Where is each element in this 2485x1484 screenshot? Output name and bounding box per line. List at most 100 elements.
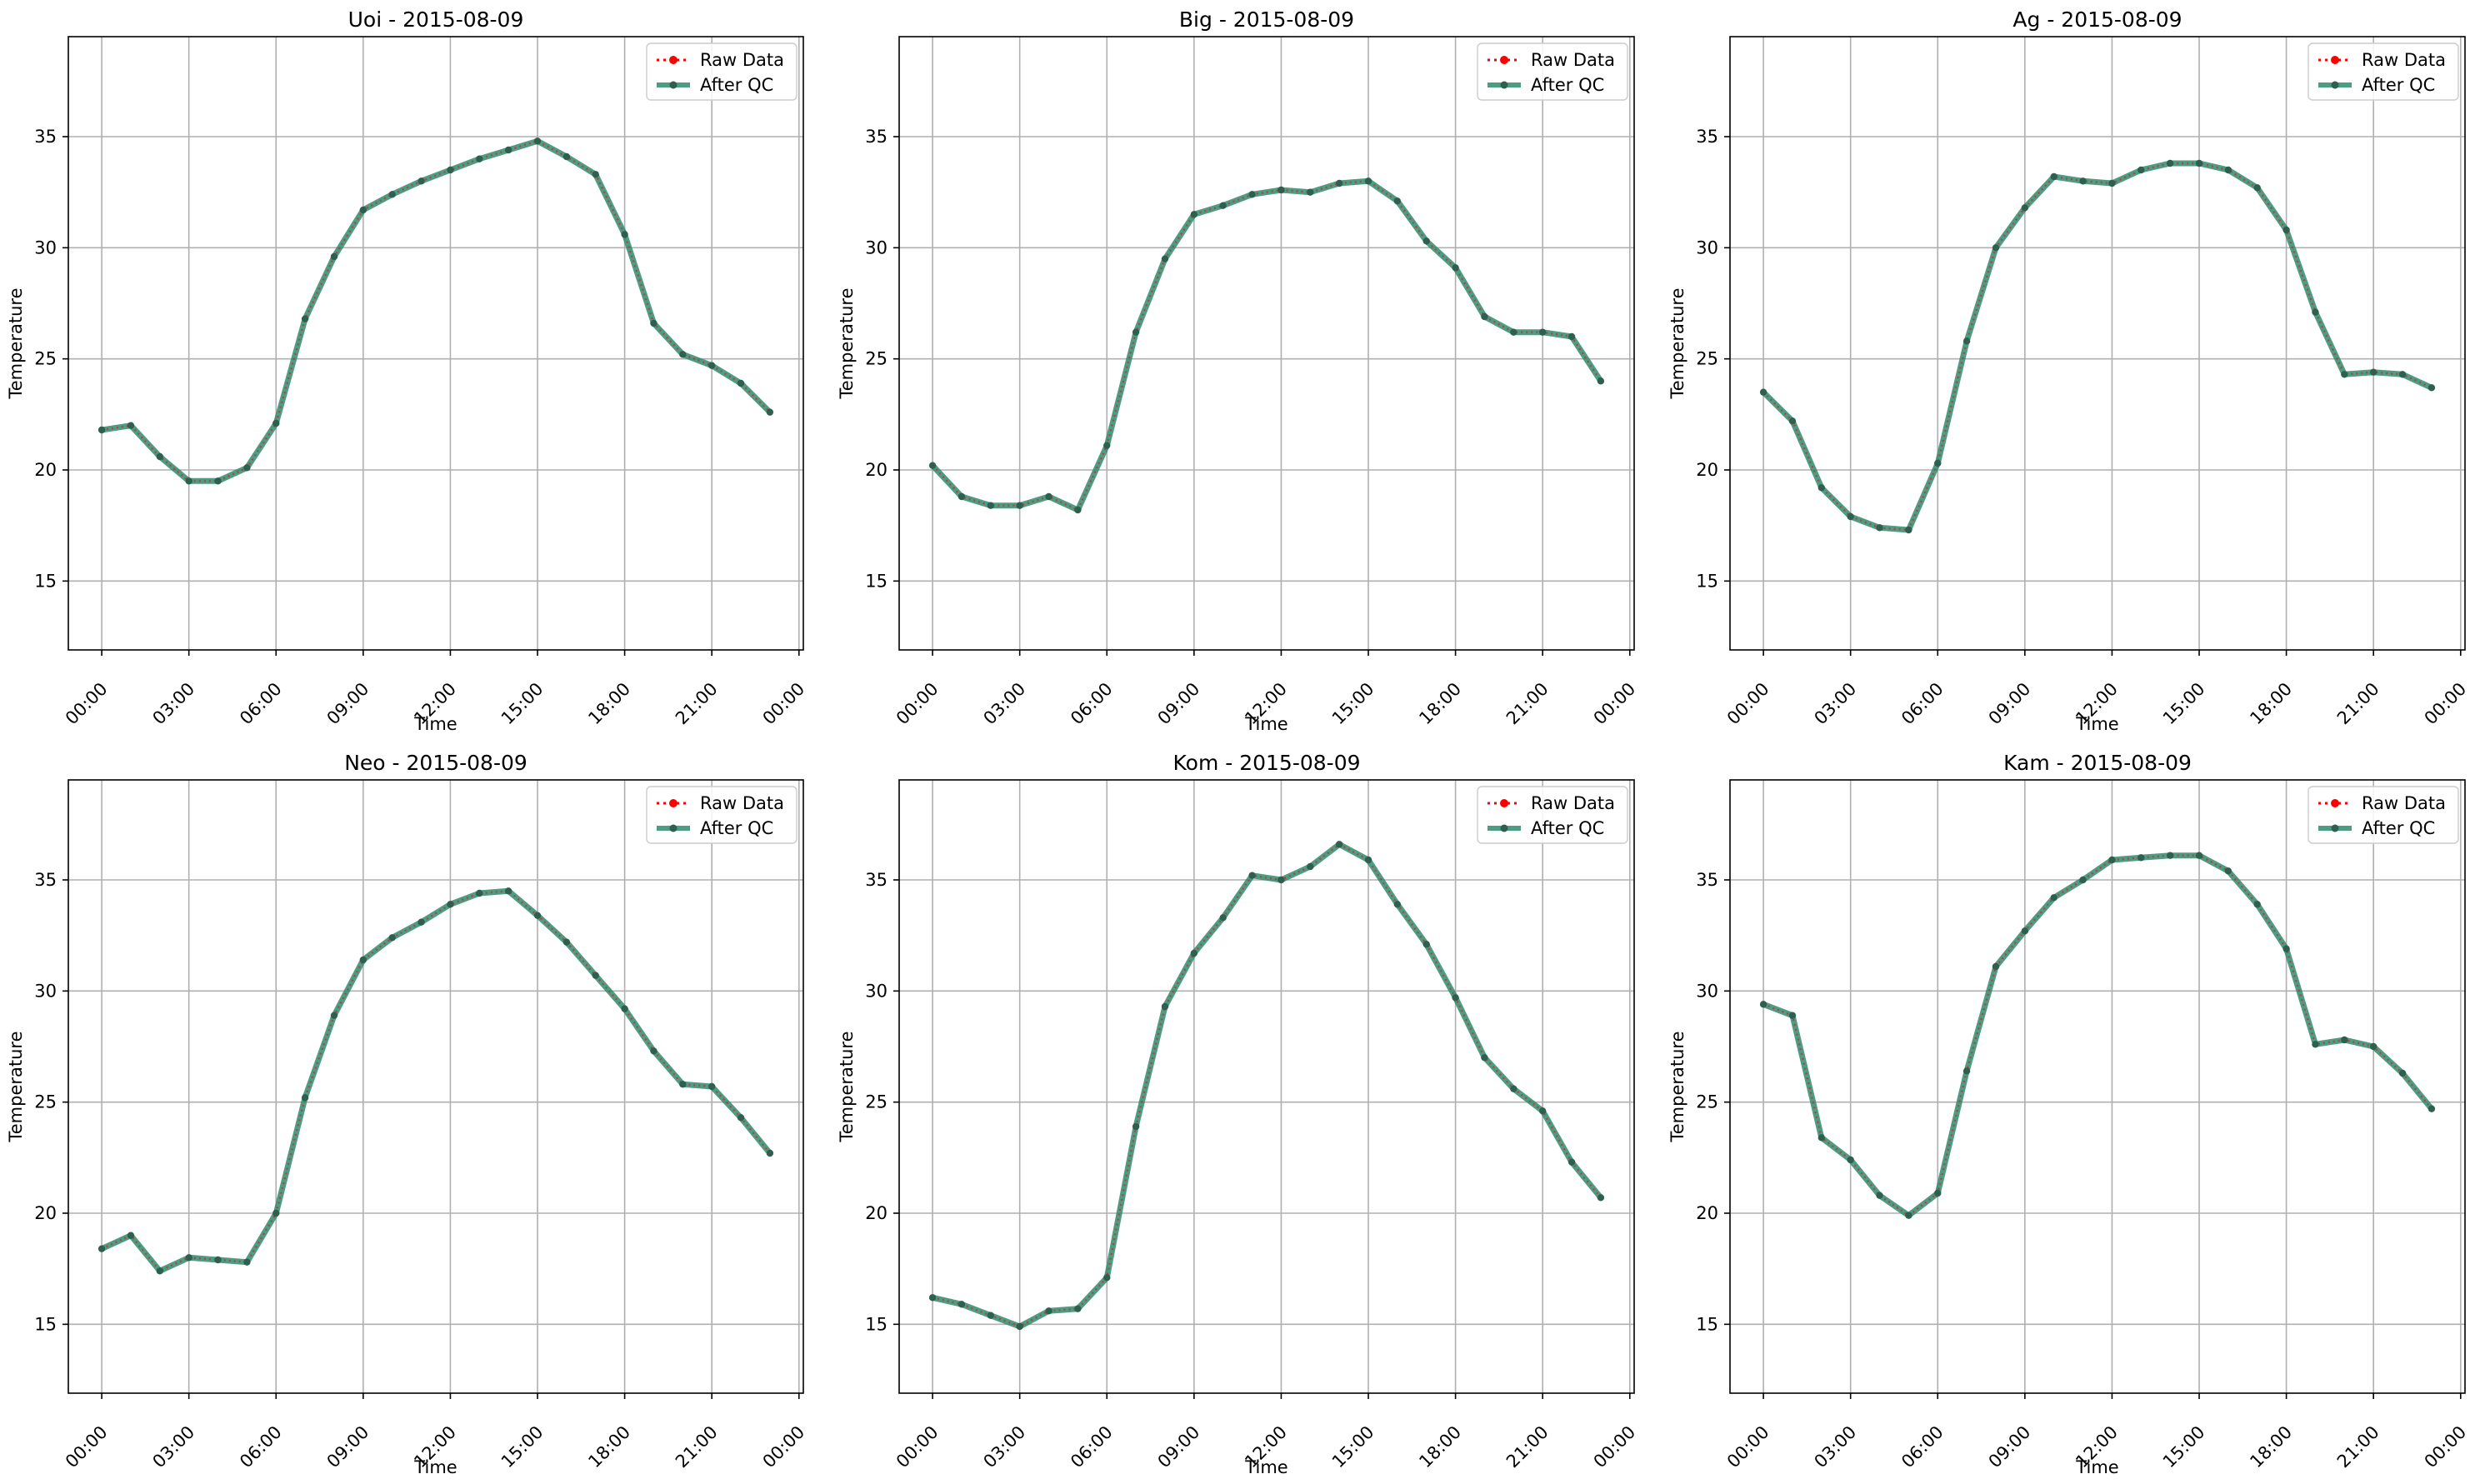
x-tick-label: 03:00 bbox=[1810, 679, 1860, 729]
data-point bbox=[1962, 337, 1971, 345]
data-point bbox=[2021, 927, 2029, 935]
series-line-raw-data bbox=[1762, 162, 2432, 532]
data-point bbox=[1161, 255, 1169, 262]
data-point bbox=[1132, 328, 1140, 336]
legend-marker-after-qc bbox=[669, 824, 678, 832]
x-tick-label: 21:00 bbox=[1502, 679, 1552, 729]
x-tick-label: 03:00 bbox=[148, 679, 198, 729]
legend: Raw Data After QC bbox=[2308, 42, 2459, 101]
y-tick-label: 20 bbox=[1696, 460, 1718, 480]
x-tick-label: 21:00 bbox=[1502, 1422, 1552, 1472]
data-point bbox=[2369, 368, 2378, 376]
data-point bbox=[2253, 184, 2261, 192]
data-point bbox=[928, 462, 937, 469]
y-axis-label: Temperature bbox=[6, 1031, 26, 1142]
legend-marker-raw-data bbox=[2331, 799, 2339, 807]
data-point bbox=[708, 362, 716, 369]
x-tick-label: 00:00 bbox=[62, 1422, 112, 1472]
data-point bbox=[2398, 1069, 2407, 1077]
y-axis-label: Temperature bbox=[6, 287, 26, 399]
legend: Raw Data After QC bbox=[1477, 42, 1628, 101]
data-point bbox=[1568, 332, 1576, 341]
data-point bbox=[1045, 1307, 1052, 1315]
data-point bbox=[1992, 962, 2000, 971]
data-point bbox=[2224, 867, 2232, 875]
x-axis-label: Time bbox=[1244, 1457, 1288, 1477]
data-point bbox=[987, 1312, 995, 1319]
legend-label-raw-data: Raw Data bbox=[700, 793, 784, 813]
data-point bbox=[214, 477, 222, 485]
data-point bbox=[359, 956, 368, 964]
data-point bbox=[476, 889, 483, 897]
x-tick-label: 06:00 bbox=[1898, 679, 1948, 729]
chart-title: Kom - 2015-08-09 bbox=[1173, 751, 1361, 775]
y-tick-label: 30 bbox=[1696, 237, 1718, 257]
x-tick-label: 18:00 bbox=[584, 679, 634, 729]
legend-marker-raw-data bbox=[1500, 56, 1508, 64]
data-point bbox=[1905, 526, 1912, 534]
axes-frame bbox=[1729, 36, 2466, 651]
data-point bbox=[156, 452, 164, 461]
data-point bbox=[1364, 856, 1372, 864]
data-point bbox=[2138, 166, 2145, 174]
x-tick-label: 00:00 bbox=[1723, 1422, 1773, 1472]
y-tick-label: 20 bbox=[865, 1203, 888, 1223]
data-point bbox=[1818, 484, 1826, 492]
y-tick-label: 35 bbox=[1696, 870, 1718, 890]
legend-marker-after-qc bbox=[1500, 824, 1508, 832]
data-point bbox=[1481, 1054, 1488, 1062]
y-tick-label: 30 bbox=[34, 981, 57, 1001]
x-tick-label: 00:00 bbox=[759, 679, 809, 729]
data-point bbox=[533, 912, 542, 919]
y-tick-label: 25 bbox=[865, 349, 888, 369]
legend-label-raw-data: Raw Data bbox=[1531, 793, 1615, 813]
legend: Raw Data After QC bbox=[646, 786, 798, 844]
x-tick-label: 15:00 bbox=[1328, 1422, 1378, 1472]
data-point bbox=[1016, 1322, 1023, 1331]
x-tick-label: 06:00 bbox=[1898, 1422, 1948, 1472]
data-point bbox=[2224, 166, 2232, 174]
data-point bbox=[1876, 524, 1883, 532]
x-axis-label: Time bbox=[2075, 714, 2118, 734]
y-tick-label: 30 bbox=[865, 237, 888, 257]
y-tick-label: 25 bbox=[1696, 349, 1718, 369]
y-tick-label: 30 bbox=[1696, 981, 1718, 1001]
data-point bbox=[1452, 264, 1459, 272]
data-point bbox=[2108, 856, 2116, 864]
data-point bbox=[1278, 876, 1285, 884]
y-tick-label: 20 bbox=[1696, 1203, 1718, 1223]
chart-title: Ag - 2015-08-09 bbox=[2012, 7, 2182, 32]
x-tick-label: 09:00 bbox=[323, 1422, 373, 1472]
series-line-after-qc bbox=[98, 887, 773, 1274]
data-point bbox=[1759, 388, 1768, 396]
data-point bbox=[737, 379, 745, 387]
data-point bbox=[1074, 506, 1082, 514]
x-tick-label: 15:00 bbox=[2159, 1422, 2209, 1472]
data-point bbox=[447, 166, 454, 174]
data-point bbox=[650, 319, 658, 327]
y-tick-label: 15 bbox=[865, 1314, 888, 1334]
data-point bbox=[476, 155, 483, 162]
data-point bbox=[708, 1082, 716, 1091]
y-tick-label: 35 bbox=[865, 127, 888, 147]
data-point bbox=[98, 426, 106, 434]
data-point bbox=[1248, 191, 1256, 198]
legend-marker-raw-data bbox=[1500, 799, 1508, 807]
data-point bbox=[1248, 872, 1256, 879]
data-point bbox=[1905, 1212, 1912, 1219]
data-point bbox=[2312, 308, 2319, 316]
data-point bbox=[2021, 204, 2029, 212]
series-line-raw-data bbox=[101, 890, 771, 1272]
y-tick-label: 20 bbox=[865, 460, 888, 480]
x-tick-label: 06:00 bbox=[236, 1422, 286, 1472]
data-point bbox=[98, 1245, 106, 1252]
data-point bbox=[388, 191, 396, 198]
x-tick-label: 09:00 bbox=[323, 679, 373, 729]
data-point bbox=[1568, 1158, 1576, 1166]
data-point bbox=[2079, 876, 2087, 884]
data-point bbox=[1510, 1085, 1518, 1092]
legend: Raw Data After QC bbox=[646, 42, 798, 101]
data-point bbox=[1962, 1067, 1971, 1075]
